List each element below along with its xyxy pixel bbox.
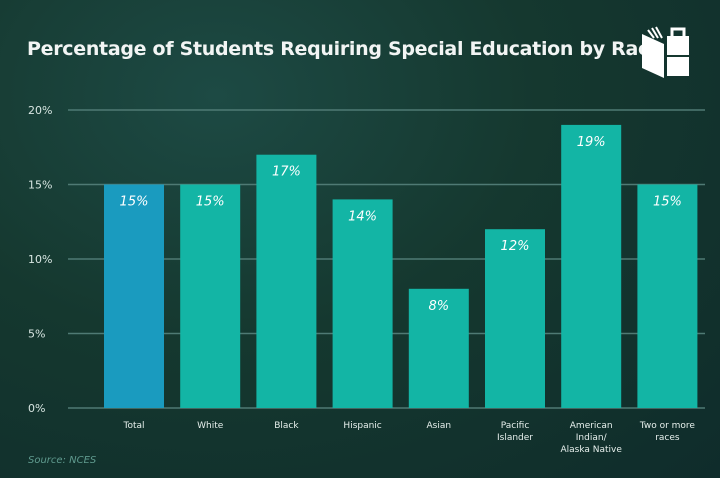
x-tick-label: races [655,433,680,443]
data-label: 15% [196,195,225,210]
x-tick-label: White [197,421,224,431]
source-note: Source: NCES [28,455,97,466]
x-tick-label: Black [274,421,299,431]
x-tick-label: Two or more [639,421,696,431]
y-tick-label: 10% [28,253,52,266]
bar [408,288,469,408]
data-label: 12% [501,239,530,254]
x-tick-label: Asian [427,421,452,431]
bar [104,184,164,408]
x-tick-label: Pacific [501,421,530,431]
x-tick-label: Total [122,421,144,431]
bar [485,229,545,408]
data-label: 15% [120,195,149,210]
data-label: 15% [653,195,682,210]
y-tick-label: 20% [28,104,52,117]
x-tick-label: Hispanic [343,421,381,431]
data-label: 14% [348,209,377,224]
data-label: 19% [577,135,606,150]
data-label: 17% [272,165,301,180]
x-tick-label: Islander [497,433,533,443]
y-tick-label: 5% [28,328,45,341]
x-tick-label: American [570,421,613,431]
bar [332,199,393,408]
book-briefcase-logo-icon [642,26,689,78]
data-label: 8% [428,299,449,314]
y-tick-label: 0% [28,402,45,415]
bar [637,184,698,408]
x-tick-label: Indian/ [576,433,608,443]
bar [180,184,241,408]
chart-title: Percentage of Students Requiring Special… [27,38,662,60]
x-tick-label: Alaska Native [560,445,622,455]
y-tick-label: 15% [28,179,52,192]
bar [256,154,317,408]
bar [561,124,622,409]
